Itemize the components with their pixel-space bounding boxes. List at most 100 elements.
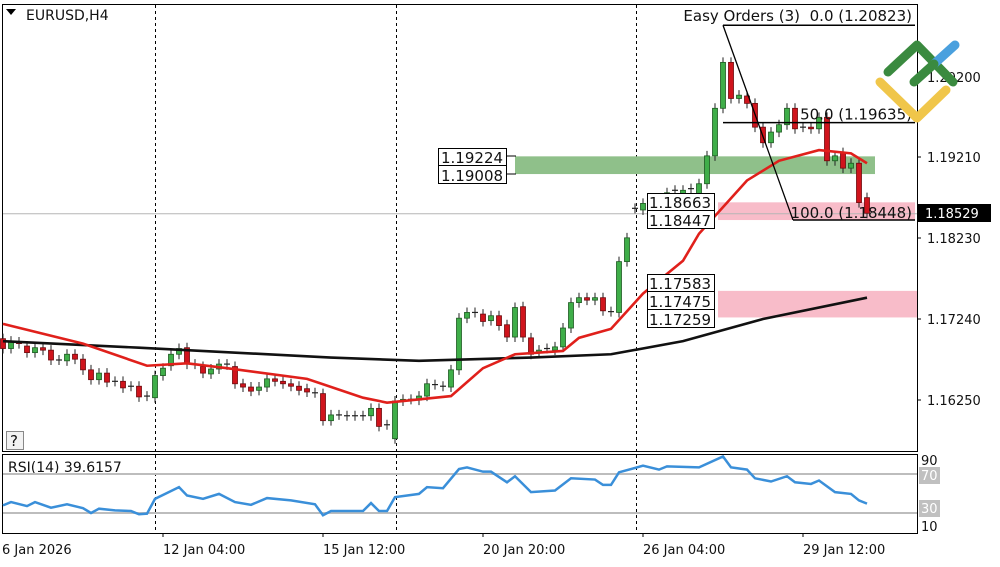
- candle: [624, 232, 630, 267]
- price-label-box: [647, 210, 715, 229]
- bearish-candle-body: [136, 385, 142, 398]
- candle: [80, 354, 86, 375]
- bearish-candle-body: [840, 152, 846, 169]
- time-axis-label: 26 Jan 04:00: [643, 543, 725, 558]
- candle: [272, 373, 278, 387]
- candle: [176, 343, 182, 360]
- candle: [640, 198, 646, 215]
- candle: [584, 292, 590, 306]
- bullish-candle-body: [328, 414, 334, 422]
- bullish-candle-body: [32, 347, 38, 354]
- zone-price-label: 1.17475: [649, 293, 711, 311]
- bullish-candle-body: [592, 297, 598, 301]
- triangle-down-icon[interactable]: [6, 9, 16, 15]
- bearish-candle-body: [272, 378, 278, 382]
- bearish-candle-body: [376, 407, 382, 427]
- bearish-candle-body: [232, 366, 238, 385]
- zone-price-label: 1.18663: [649, 194, 711, 212]
- current-price-label: 1.18529: [925, 207, 979, 222]
- fibonacci-label-50: 50.0 (1.19635): [800, 106, 912, 124]
- candle: [312, 387, 318, 398]
- bullish-candle-body: [160, 367, 166, 376]
- candle: [856, 158, 862, 208]
- candle: [784, 103, 790, 130]
- candle: [320, 388, 326, 426]
- bearish-candle-body: [80, 358, 86, 371]
- main-chart-frame: [2, 4, 918, 452]
- symbol-title: EURUSD,H4: [26, 8, 109, 24]
- candle: [472, 307, 478, 318]
- bearish-candle-body: [120, 380, 126, 389]
- rsi-axis-label: 70: [921, 469, 938, 484]
- fibonacci-retracement[interactable]: 0.0 (1.20823) 50.0 (1.19635) 100.0 (1.18…: [722, 7, 915, 222]
- price-axis-label: 1.18230: [927, 232, 981, 247]
- candle: [432, 379, 438, 390]
- candle: [736, 90, 742, 104]
- bullish-candle-body: [456, 317, 462, 371]
- help-button[interactable]: ?: [6, 431, 24, 451]
- candle: [144, 391, 150, 402]
- bearish-candle-body: [520, 306, 526, 338]
- candle: [384, 419, 390, 430]
- candle: [240, 378, 246, 393]
- bearish-candle-body: [48, 349, 54, 361]
- candle: [40, 342, 46, 356]
- price-axis[interactable]: 1.20200 1.19210 1.18230 1.17240 1.16250: [917, 71, 981, 409]
- bullish-candle-body: [832, 155, 838, 162]
- candle: [600, 292, 606, 316]
- zone-price-label: 1.17583: [649, 275, 711, 293]
- bearish-candle-body: [856, 162, 862, 203]
- bearish-candle-body: [72, 353, 78, 360]
- support-zone-lower[interactable]: [718, 290, 917, 318]
- bearish-candle-body: [728, 61, 734, 99]
- resistance-zone[interactable]: [515, 156, 875, 175]
- bullish-candle-body: [392, 400, 398, 440]
- candle: [184, 342, 190, 370]
- easy-orders-label: Easy Orders (3): [683, 7, 800, 25]
- candles: [0, 57, 870, 444]
- candle: [704, 150, 710, 189]
- bullish-candle-body: [560, 327, 566, 348]
- candle: [504, 319, 510, 343]
- candle: [112, 376, 118, 387]
- candle: [8, 336, 14, 354]
- bullish-candle-body: [704, 155, 710, 185]
- bullish-candle-body: [568, 302, 574, 329]
- bullish-candle-body: [96, 372, 102, 381]
- bearish-candle-body: [320, 393, 326, 422]
- bearish-candle-body: [792, 107, 798, 130]
- bullish-candle-body: [464, 312, 470, 319]
- bullish-candle-body: [168, 353, 174, 367]
- time-axis-label: 20 Jan 20:00: [483, 543, 565, 558]
- candle: [616, 256, 622, 318]
- help-button-label: ?: [10, 432, 18, 450]
- time-axis[interactable]: 6 Jan 2026 12 Jan 04:00 15 Jan 12:00 20 …: [2, 533, 885, 558]
- bullish-candle-body: [208, 368, 214, 375]
- period-separators: [155, 5, 637, 533]
- bearish-candle-body: [504, 324, 510, 338]
- candle: [480, 309, 486, 327]
- candle: [160, 363, 166, 381]
- bullish-candle-body: [152, 375, 158, 399]
- candle: [248, 382, 254, 397]
- bullish-candle-body: [448, 369, 454, 388]
- bearish-candle-body: [24, 345, 30, 354]
- candle: [808, 122, 814, 134]
- candle: [32, 342, 38, 358]
- time-axis-label: 29 Jan 12:00: [803, 543, 885, 558]
- fibonacci-label-0: 0.0 (1.20823): [810, 7, 912, 25]
- slow-moving-average-line: [2, 296, 868, 363]
- time-axis-label: 15 Jan 12:00: [323, 543, 405, 558]
- bullish-candle-body: [424, 383, 430, 397]
- candle: [96, 368, 102, 385]
- candle: [464, 307, 470, 324]
- candle: [0, 333, 6, 354]
- time-axis-label: 6 Jan 2026: [2, 543, 72, 558]
- bearish-candle-body: [584, 297, 590, 301]
- bearish-candle-body: [864, 197, 870, 214]
- candle: [824, 112, 830, 166]
- bullish-candle-body: [776, 124, 782, 133]
- price-axis-label: 1.17240: [927, 313, 981, 328]
- candle: [512, 302, 518, 343]
